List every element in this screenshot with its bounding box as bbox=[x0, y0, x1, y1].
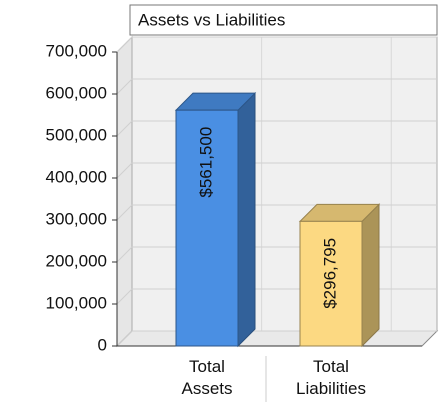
y-tick-label: 400,000 bbox=[46, 167, 107, 186]
bar-side bbox=[237, 91, 256, 348]
grid-line-side bbox=[116, 204, 133, 221]
grid-line-side bbox=[116, 330, 133, 347]
y-tick-label: 300,000 bbox=[46, 209, 107, 228]
bar-front bbox=[299, 220, 363, 347]
floor bbox=[115, 330, 439, 347]
title-box bbox=[129, 4, 438, 36]
y-tick-label: 0 bbox=[98, 335, 107, 354]
y-tick-label: 600,000 bbox=[46, 83, 107, 102]
bar-side bbox=[361, 203, 380, 348]
grid-line-side bbox=[116, 162, 133, 179]
grid-line-side bbox=[116, 288, 133, 305]
grid-line-side bbox=[116, 120, 133, 137]
x-tick-label: Total Assets bbox=[181, 357, 232, 398]
value-label: $561,500 bbox=[196, 127, 215, 198]
left-wall bbox=[116, 35, 133, 348]
grid-line-side bbox=[116, 36, 133, 53]
grid-line-side bbox=[116, 246, 133, 263]
y-tick-label: 500,000 bbox=[46, 125, 107, 144]
value-label: $296,795 bbox=[320, 238, 339, 309]
bar bbox=[174, 91, 257, 348]
bar bbox=[298, 203, 381, 348]
chart-title: Assets vs Liabilities bbox=[138, 10, 285, 29]
y-tick-label: 100,000 bbox=[46, 293, 107, 312]
bar-front bbox=[175, 109, 239, 347]
x-tick-label: Total Liabilities bbox=[296, 357, 366, 398]
y-tick-label: 700,000 bbox=[46, 41, 107, 60]
y-tick-label: 200,000 bbox=[46, 251, 107, 270]
grid-line-side bbox=[116, 78, 133, 95]
